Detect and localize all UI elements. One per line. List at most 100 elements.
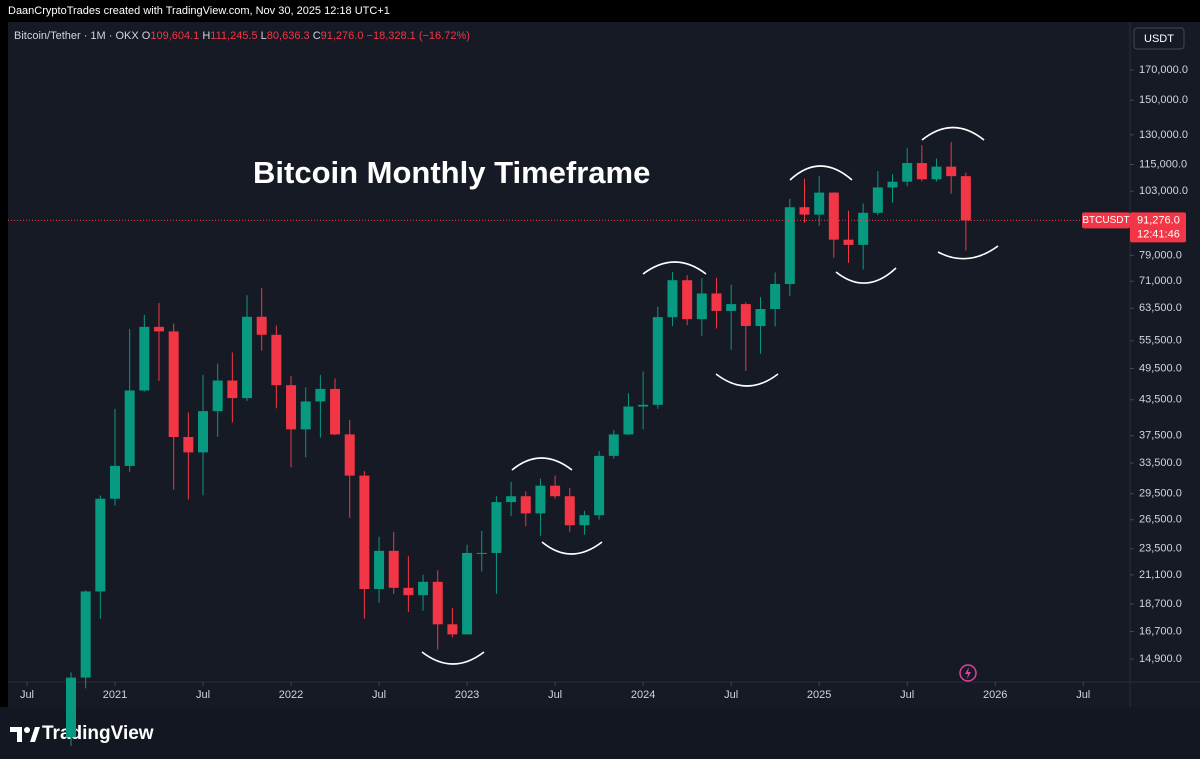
candle-body — [828, 192, 839, 240]
logo-mark — [30, 727, 40, 742]
y-tick-label: 71,000.0 — [1139, 275, 1182, 287]
countdown-label: 12:41:46 — [1137, 228, 1180, 240]
candle-body — [80, 591, 91, 678]
logo-dot — [24, 727, 30, 733]
candle-body — [432, 581, 443, 625]
currency-label[interactable]: USDT — [1144, 33, 1174, 45]
candle-body — [579, 515, 590, 526]
candle-body — [726, 304, 737, 311]
x-tick-label: Jul — [372, 689, 386, 701]
event-icon[interactable] — [959, 664, 977, 682]
y-tick-label: 18,700.0 — [1139, 598, 1182, 610]
y-tick-label: 16,700.0 — [1139, 625, 1182, 637]
candle-body — [682, 280, 693, 320]
arc — [511, 457, 573, 471]
candle-body — [139, 326, 150, 391]
y-tick-label: 33,500.0 — [1139, 457, 1182, 469]
candle-body — [271, 334, 282, 386]
y-tick-label: 79,000.0 — [1139, 249, 1182, 261]
candle-body — [198, 411, 209, 453]
event-bolt[interactable] — [965, 667, 971, 679]
y-tick-label: 130,000.0 — [1139, 129, 1188, 141]
y-tick-label: 170,000.0 — [1139, 64, 1188, 76]
x-tick-label: Jul — [900, 689, 914, 701]
brand-logo — [10, 727, 40, 742]
candle-body — [564, 496, 575, 526]
change: −18,328.1 (−16.72%) — [367, 30, 470, 42]
candle-body — [960, 176, 971, 221]
x-tick-label: Jul — [196, 689, 210, 701]
y-tick-label: 115,000.0 — [1139, 158, 1187, 170]
y-tick-label: 43,500.0 — [1139, 394, 1182, 406]
ohlc-key: C — [313, 30, 321, 42]
candle-body — [227, 380, 238, 399]
candle-body — [711, 293, 722, 311]
price-badge — [1130, 212, 1186, 243]
symbol-badge — [1082, 212, 1130, 229]
candle-body — [491, 502, 502, 553]
candle-body — [418, 581, 429, 596]
ohlc-key: H — [202, 30, 210, 42]
candle-body — [858, 212, 869, 245]
arc — [642, 261, 707, 275]
candle-body — [946, 166, 957, 177]
candle-body — [403, 587, 414, 596]
candle-body — [740, 304, 751, 327]
candle-body — [168, 331, 179, 437]
candle-body — [520, 496, 531, 514]
candle-body — [359, 475, 370, 590]
candle-body — [550, 485, 561, 497]
candle-body — [638, 404, 649, 407]
candle-body — [931, 166, 942, 180]
footer-bar — [0, 707, 1200, 759]
candle-body — [95, 498, 106, 592]
candle-body — [608, 434, 619, 456]
x-tick-label: 2021 — [103, 689, 127, 701]
y-tick-label: 37,500.0 — [1139, 430, 1182, 442]
candle-body — [124, 390, 135, 466]
candle-body — [388, 550, 399, 588]
arc — [715, 373, 779, 387]
candle-body — [770, 283, 781, 309]
candle-body — [330, 388, 341, 435]
annotation-arcs — [421, 126, 999, 665]
arc — [421, 651, 485, 665]
arc — [789, 165, 853, 181]
candles — [65, 142, 971, 747]
candle-body — [212, 380, 223, 412]
candle-body — [154, 326, 165, 332]
candle-body — [65, 677, 76, 738]
logo-mark — [10, 727, 22, 742]
candle-body — [256, 316, 267, 335]
x-tick-label: 2025 — [807, 689, 831, 701]
y-tick-label: 29,500.0 — [1139, 488, 1182, 500]
arc — [835, 267, 897, 284]
legend: Bitcoin/Tether · 1M · OKX O109,604.1 H11… — [14, 30, 470, 42]
event-circle[interactable] — [959, 664, 977, 682]
arc — [921, 126, 985, 141]
candle-body — [872, 187, 883, 213]
candle-body — [623, 406, 634, 435]
candle-body — [506, 496, 517, 503]
candle-body — [799, 207, 810, 215]
y-tick-label: 63,500.0 — [1139, 302, 1182, 314]
y-tick-label: 23,500.0 — [1139, 543, 1182, 555]
candle-body — [344, 434, 355, 476]
candle-body — [814, 192, 825, 215]
candle-body — [183, 436, 194, 453]
candle-body — [242, 316, 253, 399]
chart-title: Bitcoin Monthly Timeframe — [253, 155, 650, 190]
y-tick-label: 49,500.0 — [1139, 362, 1182, 374]
ohlc-value: 80,636.3 — [267, 30, 310, 42]
candle-body — [667, 280, 678, 318]
candle-body — [755, 308, 766, 327]
candle-body — [652, 317, 663, 405]
currency-button[interactable] — [1133, 27, 1185, 50]
y-tick-label: 150,000.0 — [1139, 94, 1188, 106]
candle-body — [696, 293, 707, 320]
candle-body — [535, 485, 546, 514]
symbol: Bitcoin/Tether · 1M · OKX — [14, 30, 139, 42]
x-tick-label: 2022 — [279, 689, 303, 701]
candle-body — [594, 455, 605, 516]
